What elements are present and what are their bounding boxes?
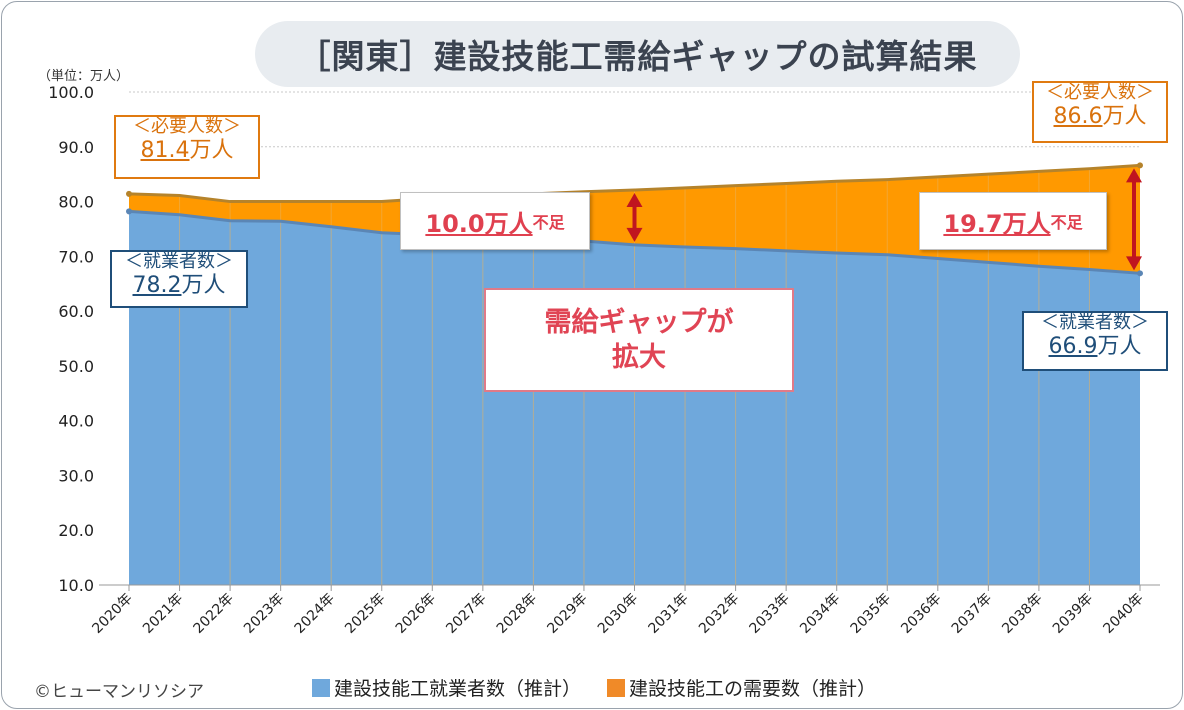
gap-label-2040: 19.7万人 不足 [919,192,1107,250]
demand-line [128,163,1141,204]
x-tick-label: 2029年 [544,591,590,637]
x-tick-label: 2034年 [797,591,843,637]
callout-employed-2040-value: 66.9 [1048,333,1098,359]
x-tick-label: 2023年 [241,591,287,637]
x-tick-label: 2036年 [898,591,944,637]
gap-arrow-2040-head-up [1126,168,1142,183]
x-tick-label: 2032年 [696,591,742,637]
callout-demand-2020-value: 81.4 [140,137,190,163]
y-tick-label: 90.0 [58,138,94,157]
callout-employed-2020-label: ＜就業者数＞ [125,251,233,272]
employed-point [1137,270,1143,277]
x-tick-label: 2022年 [191,591,237,637]
callout-demand-2020: ＜必要人数＞ 81.4万人 [114,115,260,179]
x-tick-label: 2040年 [1100,591,1146,637]
copyright: ©ヒューマンリソシア [34,682,204,702]
x-tick-label: 2033年 [747,591,793,637]
legend-swatch-employed [312,678,330,697]
callout-employed-2020: ＜就業者数＞ 78.2万人 [110,250,248,308]
gap-arrows [626,168,1142,271]
y-tick-label: 60.0 [58,302,94,321]
chart-title: ［関東］建設技能工需給ギャップの試算結果 [255,21,1020,87]
legend-item-employed: 建設技能工就業者数（推計） [312,674,581,701]
x-tick-label: 2020年 [89,591,135,637]
x-axis: 2020年 2021年 2022年 2023年 2024年 2025年 2026年 2027年… [89,585,1147,637]
x-tick-label: 2039年 [1050,591,1096,637]
callout-demand-2040-label: ＜必要人数＞ [1046,82,1154,103]
y-axis: 10.0 20.0 30.0 40.0 50.0 60.0 70.0 80.0 90.0 100.… [48,83,1160,595]
callout-demand-2020-unit: 万人 [189,137,234,163]
x-tick-label: 2035年 [848,591,894,637]
y-tick-label: 10.0 [58,576,94,595]
y-tick-label: 50.0 [58,357,94,376]
callout-employed-2020-value: 78.2 [132,272,182,298]
legend: 建設技能工就業者数（推計） 建設技能工の需要数（推計） [312,674,902,701]
gap-2040-suffix: 不足 [1050,213,1083,232]
demand-point [1137,162,1143,169]
y-tick-label: 70.0 [58,247,94,266]
callout-employed-2040-label: ＜就業者数＞ [1041,312,1149,333]
x-tick-label: 2031年 [645,591,691,637]
legend-label-demand: 建設技能工の需要数（推計） [629,678,877,700]
x-tick-label: 2024年 [292,591,338,637]
gap-label-2030: 10.0万人 不足 [400,192,590,250]
gap-2030-suffix: 不足 [532,213,565,232]
y-tick-label: 40.0 [58,412,94,431]
gap-arrow-2030-head-up [626,193,643,208]
unit-label: （単位：万人） [38,69,130,84]
x-tick-label: 2025年 [342,591,388,637]
y-tick-label: 20.0 [58,521,94,540]
x-tick-label: 2030年 [595,591,641,637]
legend-item-demand: 建設技能工の需要数（推計） [607,674,876,701]
gap-expansion-line2: 拡大 [612,342,666,373]
employed-point [126,208,132,215]
y-tick-label: 30.0 [58,466,94,485]
callout-employed-2040: ＜就業者数＞ 66.9万人 [1022,311,1168,371]
callout-demand-2040: ＜必要人数＞ 86.6万人 [1032,81,1168,143]
demand-point [126,190,132,197]
x-tick-label: 2038年 [999,591,1045,637]
employed-line [128,209,1141,275]
gap-2040-value: 19.7万人 [943,209,1051,238]
x-tick-label: 2026年 [393,591,439,637]
gap-2030-value: 10.0万人 [425,209,533,238]
x-tick-label: 2037年 [949,591,995,637]
callout-employed-2040-unit: 万人 [1097,333,1142,359]
callout-demand-2020-label: ＜必要人数＞ [133,116,241,137]
gap-arrow-2030-head-down [626,227,643,242]
x-tick-label: 2028年 [494,591,540,637]
y-tick-label: 100.0 [48,83,94,102]
gap-expansion-message: 需給ギャップが 拡大 [484,288,794,392]
gap-arrow-2040-head-down [1126,256,1142,271]
callout-employed-2020-unit: 万人 [181,272,226,298]
legend-swatch-demand [607,678,626,697]
gap-expansion-line1: 需給ギャップが [544,306,734,338]
y-tick-label: 80.0 [58,193,94,212]
callout-demand-2040-unit: 万人 [1102,103,1147,129]
x-tick-label: 2021年 [140,591,186,637]
legend-label-employed: 建設技能工就業者数（推計） [334,678,582,700]
callout-demand-2040-value: 86.6 [1053,103,1103,129]
x-tick-label: 2027年 [443,591,489,637]
